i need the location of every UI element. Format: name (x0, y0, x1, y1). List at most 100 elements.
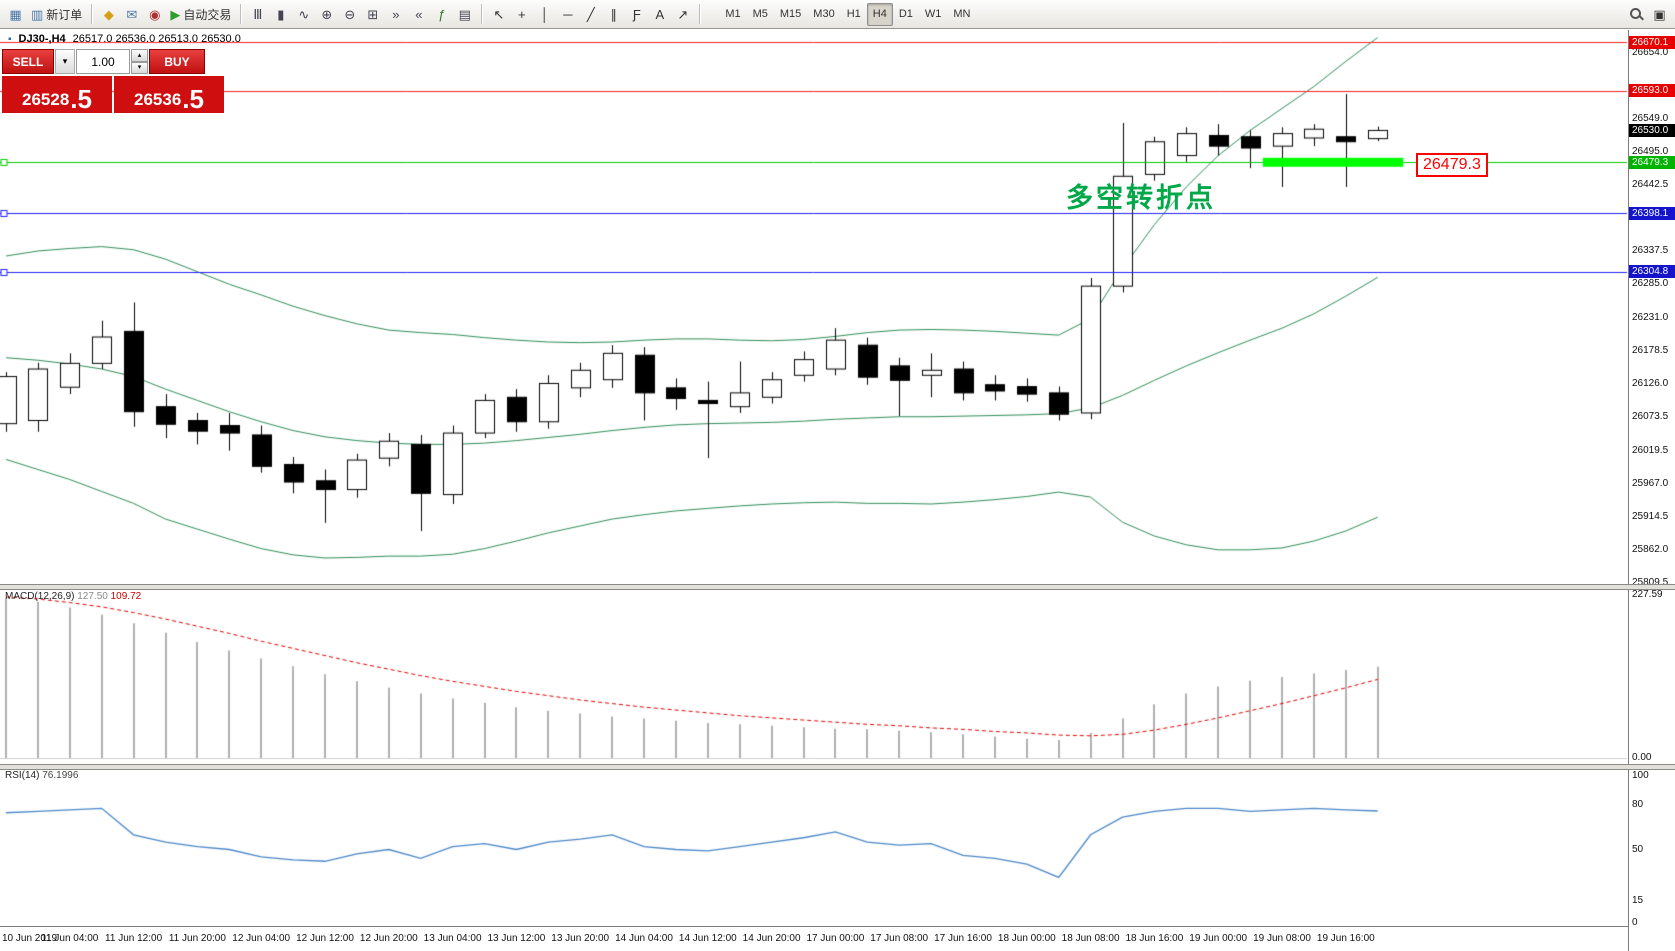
timeframe-m30-button[interactable]: M30 (807, 3, 840, 26)
trendline-button[interactable]: ╱ (579, 3, 602, 26)
macd-signal-value: 109.72 (110, 591, 142, 602)
volume-dropdown-button[interactable]: ▾ (55, 49, 75, 74)
candlestick-chart-button[interactable]: ▮ (269, 3, 292, 26)
macd-indicator-label: MACD(12,26,9) 127.50 109.72 (5, 591, 141, 602)
price-badge-current-price: 26530.0 (1629, 123, 1675, 137)
horizontal-line-button[interactable]: ─ (556, 3, 579, 26)
crosshair-button[interactable]: + (510, 3, 533, 26)
autotrading-label: 自动交易 (183, 7, 232, 22)
auto-scroll-icon: » (392, 6, 400, 22)
cursor-button[interactable]: ↖ (487, 3, 510, 26)
arrows-icon: ↗ (677, 6, 689, 22)
fibonacci-button[interactable]: Ƒ (625, 3, 648, 26)
bar-chart-button[interactable]: Ⅲ (246, 3, 269, 26)
volume-decrease-button[interactable]: ▾ (131, 61, 148, 74)
macd-axis-label: 0.00 (1632, 752, 1652, 763)
timeframe-h4-button[interactable]: H4 (866, 2, 893, 26)
timeframe-mn-button[interactable]: MN (947, 3, 976, 26)
crosshair-icon: + (518, 6, 526, 22)
rsi-indicator-label: RSI(14) 76.1996 (5, 770, 78, 781)
vertical-line-icon: │ (540, 6, 549, 22)
charts-menu-icon: ▦ (9, 6, 22, 22)
one-click-prices: 26528.5 26536.5 (2, 76, 224, 113)
line-chart-icon: ∿ (298, 6, 310, 22)
time-axis[interactable]: 10 Jun 2019 11 Jun 04:00 11 Jun 12:00 11 Ju… (0, 926, 1675, 951)
line-chart-button[interactable]: ∿ (292, 3, 315, 26)
time-axis-label: 18 Jun 08:00 (1061, 933, 1120, 944)
time-axis-label: 13 Jun 20:00 (551, 933, 610, 944)
timeframe-m1-button[interactable]: M1 (719, 3, 746, 26)
timeframe-w1-button[interactable]: W1 (919, 3, 948, 26)
vertical-line-button[interactable]: │ (533, 3, 556, 26)
rsi-axis-label: 100 (1632, 770, 1649, 781)
macd-main-value: 127.50 (77, 591, 108, 602)
panels-icon: ▣ (1653, 6, 1666, 22)
timeframe-h1-button[interactable]: H1 (841, 3, 867, 26)
chart-annotation-text[interactable]: 多空转折点 (1066, 183, 1216, 213)
buy-button[interactable]: BUY (149, 49, 205, 74)
chart-shift-button[interactable]: « (407, 3, 430, 26)
time-axis-label: 18 Jun 16:00 (1125, 933, 1184, 944)
templates-icon: ▤ (458, 6, 471, 22)
auto-scroll-button[interactable]: » (384, 3, 407, 26)
ohlc-values: 26517.0 26536.0 26513.0 26530.0 (72, 33, 241, 45)
bar-chart-icon: Ⅲ (253, 6, 263, 22)
chart-shift-icon: « (415, 6, 423, 22)
zoom-in-button[interactable]: ⊕ (315, 3, 338, 26)
time-axis-label: 18 Jun 00:00 (997, 933, 1056, 944)
channel-button[interactable]: ∥ (602, 3, 625, 26)
sell-button[interactable]: SELL (2, 49, 54, 74)
price-axis-label: 26337.5 (1632, 245, 1669, 257)
price-badge-resistance-1: 26670.1 (1629, 35, 1675, 49)
rsi-axis-label: 15 (1632, 894, 1644, 906)
indicators-button[interactable]: ƒ (430, 3, 453, 26)
time-axis-label: 17 Jun 16:00 (934, 933, 992, 944)
new-order-button[interactable]: ▥ 新订单 (27, 3, 86, 26)
time-axis-label: 14 Jun 12:00 (678, 933, 737, 944)
price-axis-label: 26285.0 (1632, 278, 1669, 290)
tile-windows-button[interactable]: ⊞ (361, 3, 384, 26)
charts-menu-button[interactable]: ▦ (4, 3, 27, 26)
price-axis-label: 26073.5 (1632, 411, 1669, 423)
price-axis-label: 25809.5 (1632, 576, 1669, 588)
price-axis-label: 26442.5 (1632, 179, 1669, 191)
rsi-name: RSI(14) (5, 770, 40, 781)
sell-price[interactable]: 26528.5 (2, 76, 112, 113)
arrows-button[interactable]: ↗ (671, 3, 694, 26)
templates-button[interactable]: ▤ (453, 3, 476, 26)
horizontal-line-icon: ─ (563, 6, 573, 22)
panels-button[interactable]: ▣ (1648, 3, 1671, 26)
chevron-down-icon: ▾ (137, 64, 142, 72)
market-button[interactable]: ◉ (143, 3, 166, 26)
pane-separator[interactable] (0, 584, 1675, 590)
time-axis-label: 11 Jun 04:00 (41, 933, 99, 944)
mailbox-icon: ✉ (126, 6, 138, 22)
fibonacci-icon: Ƒ (632, 6, 641, 22)
buy-price[interactable]: 26536.5 (114, 76, 224, 113)
volume-increase-button[interactable]: ▴ (131, 49, 148, 62)
zoom-in-icon: ⊕ (321, 6, 333, 22)
price-axis-label: 26231.0 (1632, 312, 1669, 324)
zoom-out-button[interactable]: ⊖ (338, 3, 361, 26)
text-icon: A (655, 6, 665, 22)
timeframe-m15-button[interactable]: M15 (774, 3, 807, 26)
price-axis[interactable]: 26654.026549.026495.026442.526390.026337… (1628, 30, 1675, 951)
timeframe-group: M1 M5 M15 M30 H1 H4 D1 W1 MN (719, 2, 976, 26)
price-axis-label: 26019.5 (1632, 444, 1669, 456)
volume-input[interactable] (76, 49, 130, 74)
autotrading-button[interactable]: ▶ 自动交易 (166, 3, 235, 26)
search-button[interactable] (1625, 3, 1648, 26)
price-level-label[interactable]: 26479.3 (1416, 153, 1488, 177)
time-axis-label: 10 Jun 2019 (2, 933, 58, 944)
new-order-icon: ▥ (31, 6, 44, 22)
pane-separator[interactable] (0, 764, 1675, 770)
timeframe-m5-button[interactable]: M5 (747, 3, 774, 26)
alerts-button[interactable]: ◆ (97, 3, 120, 26)
mailbox-button[interactable]: ✉ (120, 3, 143, 26)
macd-axis-label: 227.59 (1632, 588, 1663, 600)
text-button[interactable]: A (648, 3, 671, 26)
timeframe-d1-button[interactable]: D1 (893, 3, 919, 26)
macd-name: MACD(12,26,9) (5, 591, 75, 602)
price-axis-label: 26495.0 (1632, 146, 1669, 158)
